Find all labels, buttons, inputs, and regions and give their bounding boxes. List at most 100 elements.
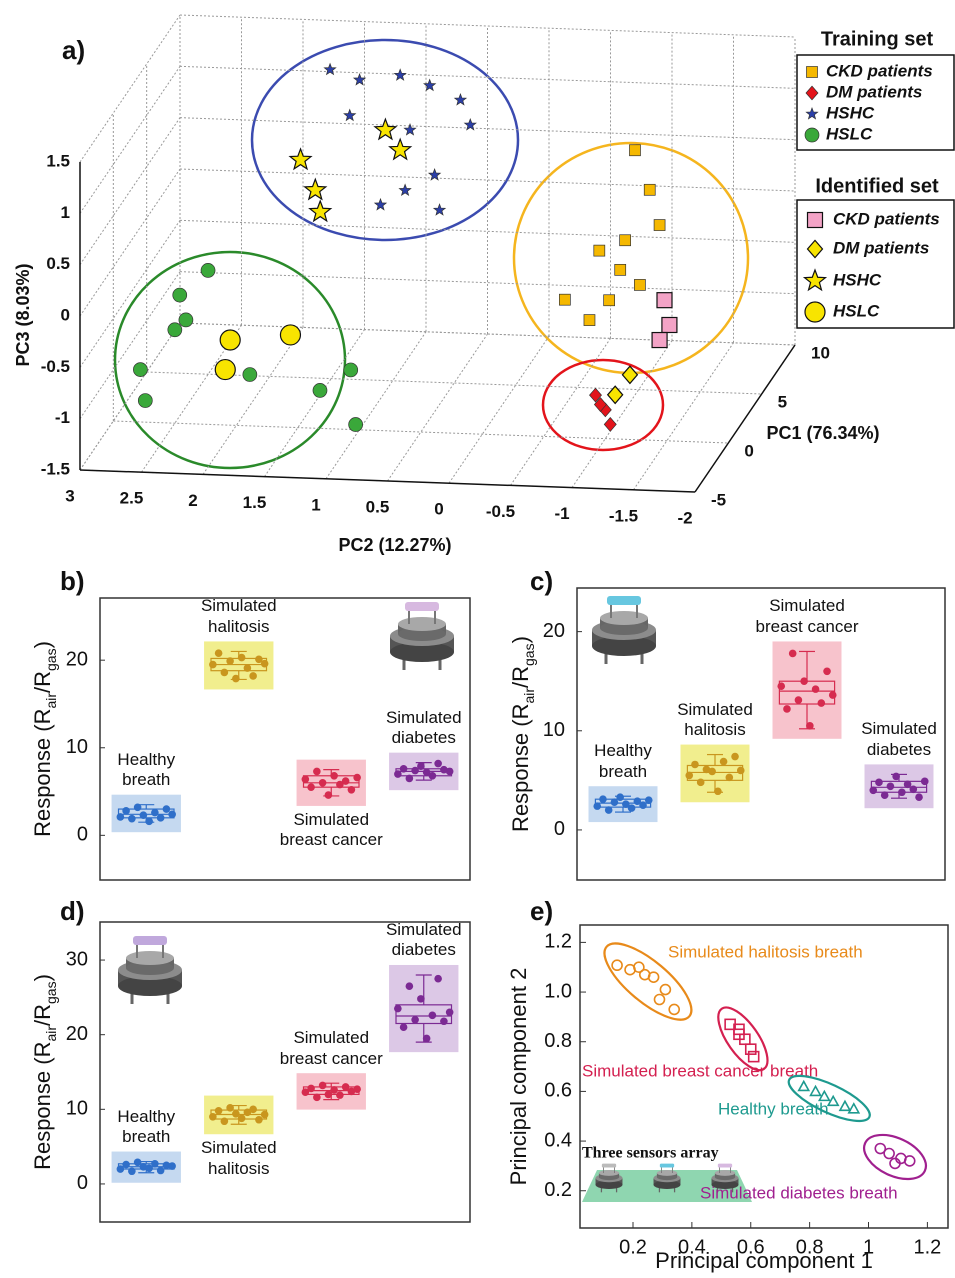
x-tick-label: 1: [311, 495, 320, 514]
y-tick-label: 0.2: [544, 1179, 572, 1201]
data-point: [611, 798, 619, 806]
data-point: [446, 1008, 454, 1016]
group-ellipse: [857, 1126, 933, 1188]
box-background: [865, 764, 934, 808]
data-point: [319, 1082, 327, 1090]
data-point: [406, 982, 414, 990]
figure-canvas: a)32.521.510.50-0.5-1-1.5-2-50510-1.5-1-…: [0, 0, 955, 1278]
cluster-outline: [252, 40, 518, 240]
category-label: Simulated breast cancer: [756, 597, 859, 638]
data-point: [394, 770, 402, 778]
data-point: [905, 1156, 915, 1166]
data-point: [559, 294, 570, 305]
data-point: [244, 664, 252, 672]
y-tick-label: 0: [77, 824, 88, 846]
data-point: [685, 772, 693, 780]
data-point: [881, 791, 889, 799]
y-tick-label: 20: [543, 620, 565, 642]
data-point: [243, 368, 257, 382]
sensor-icon: [390, 602, 454, 670]
grid-line: [265, 330, 365, 477]
z-tick-label: 1.5: [46, 151, 70, 170]
data-point: [604, 295, 615, 306]
y-axis-label-part: Response (R: [30, 1042, 55, 1170]
data-point: [226, 657, 234, 665]
data-point: [654, 995, 664, 1005]
legend-label: CKD patients: [826, 61, 933, 80]
data-point: [280, 325, 300, 345]
data-point: [157, 814, 165, 822]
data-point: [840, 1101, 850, 1110]
data-point: [818, 699, 826, 707]
category-label: Healthy breath: [594, 741, 652, 782]
data-point: [417, 762, 425, 770]
z-tick-label: 0: [61, 305, 70, 324]
data-point: [440, 1017, 448, 1025]
y-tick-label: 20: [66, 1023, 88, 1045]
y-axis-label-part: gas: [521, 643, 537, 666]
data-point: [168, 323, 182, 337]
category-label: Simulated halitosis: [201, 597, 277, 638]
data-point: [605, 806, 613, 814]
data-point: [434, 975, 442, 983]
data-point: [353, 1085, 361, 1093]
category-label: Healthy breath: [117, 1107, 175, 1148]
data-point: [307, 783, 315, 791]
data-point: [313, 768, 321, 776]
y-tick-label: 30: [66, 948, 88, 970]
x-tick-label: 2: [188, 491, 197, 510]
legend-marker: [807, 67, 818, 78]
grid-line: [180, 272, 795, 294]
data-point: [612, 960, 622, 970]
data-point: [616, 793, 624, 801]
data-point: [446, 768, 454, 776]
y-axis-label-part: Response (R: [30, 709, 55, 837]
series-label: Simulated halitosis breath: [668, 942, 863, 961]
series-label: Healthy breath: [718, 1099, 829, 1118]
data-point: [406, 775, 414, 783]
y-tick-label: 0: [77, 1172, 88, 1194]
data-point: [615, 264, 626, 275]
data-point: [649, 972, 659, 982]
data-point: [400, 1023, 408, 1031]
data-point: [628, 804, 636, 812]
data-point: [806, 722, 814, 730]
data-point: [375, 199, 386, 210]
data-point: [221, 1117, 229, 1125]
data-point: [400, 765, 408, 773]
data-point: [128, 815, 136, 823]
grid-line: [180, 220, 795, 242]
data-point: [424, 80, 435, 91]
y-tick-label: 1.0: [544, 980, 572, 1002]
series-label: Simulated diabetes breath: [700, 1183, 898, 1202]
data-point: [313, 383, 327, 397]
data-point: [875, 779, 883, 787]
y-tick-label: 0.4: [544, 1129, 572, 1151]
data-point: [823, 667, 831, 675]
y-axis-label-part: air: [521, 688, 537, 704]
x-tick-label: 0.5: [366, 497, 390, 516]
data-point: [921, 778, 929, 786]
data-point: [324, 64, 335, 75]
y-axis-label: PC1 (76.34%): [766, 423, 879, 443]
data-point: [348, 786, 356, 794]
data-point: [344, 110, 355, 121]
x-tick-label: -2: [677, 508, 692, 527]
data-point: [290, 149, 311, 169]
legend-marker: [806, 86, 818, 100]
data-point: [645, 796, 653, 804]
data-point: [319, 779, 327, 787]
data-point: [869, 786, 877, 794]
data-point: [849, 1104, 859, 1113]
y-axis-label: Response (Rair/Rgas): [508, 636, 537, 832]
data-point: [179, 313, 193, 327]
data-point: [800, 677, 808, 685]
data-point: [399, 184, 410, 195]
legend-label: DM patients: [833, 238, 929, 257]
data-point: [644, 184, 655, 195]
data-point: [593, 802, 601, 810]
data-point: [892, 773, 900, 781]
data-point: [629, 145, 640, 156]
data-point: [829, 691, 837, 699]
y-tick-label: 1.2: [544, 931, 572, 953]
